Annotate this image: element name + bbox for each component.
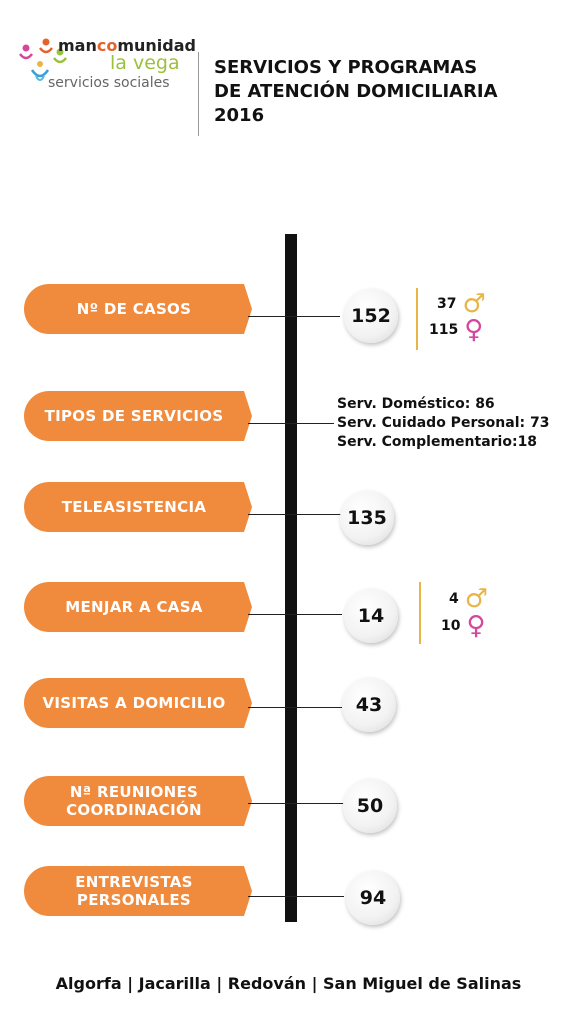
service-complementario: Serv. Complementario:18 bbox=[337, 434, 538, 450]
connector-line bbox=[248, 423, 334, 424]
value-circle-teleasistencia: 135 bbox=[340, 491, 394, 545]
logo-line-2: la vega bbox=[110, 52, 180, 74]
connector-line bbox=[248, 514, 342, 515]
connector-line bbox=[248, 803, 344, 804]
connector-line bbox=[248, 316, 340, 317]
logo-line-1: mancomunidad bbox=[58, 36, 196, 55]
services-breakdown: Serv. Doméstico: 86 Serv. Cuidado Person… bbox=[337, 395, 549, 452]
label-visitas-domicilio: VISITAS A DOMICILIO bbox=[24, 678, 252, 728]
connector-line bbox=[248, 896, 344, 897]
female-symbol-icon: ♀ bbox=[464, 315, 484, 345]
label-num-casos: Nº DE CASOS bbox=[24, 284, 252, 334]
female-symbol-icon: ♀ bbox=[466, 611, 486, 641]
label-menjar-a-casa: MENJAR A CASA bbox=[24, 582, 252, 632]
male-symbol-icon: ♂ bbox=[462, 289, 486, 319]
connector-line bbox=[248, 707, 342, 708]
service-cuidado-personal: Serv. Cuidado Personal: 73 bbox=[337, 415, 550, 431]
timeline-bar bbox=[285, 234, 297, 922]
male-symbol-icon: ♂ bbox=[464, 584, 489, 614]
logo-line-3: servicios sociales bbox=[48, 75, 170, 91]
gender-divider bbox=[416, 288, 418, 350]
label-entrevistas-personales: ENTREVISTAS PERSONALES bbox=[24, 866, 252, 916]
value-circle-visitas: 43 bbox=[342, 678, 396, 732]
footer-municipalities: Algorfa | Jacarilla | Redován | San Migu… bbox=[55, 974, 522, 993]
label-reuniones-coordinacion: Nª REUNIONES COORDINACIÓN bbox=[24, 776, 252, 826]
label-tipos-servicios: TIPOS DE SERVICIOS bbox=[24, 391, 252, 441]
header-divider bbox=[198, 52, 199, 136]
page-title: SERVICIOS Y PROGRAMAS DE ATENCIÓN DOMICI… bbox=[214, 57, 498, 126]
value-circle-casos: 152 bbox=[344, 289, 398, 343]
gender-divider bbox=[419, 582, 421, 644]
female-count-row: 10 ♀ bbox=[441, 611, 486, 641]
male-count-row: 4 ♂ bbox=[449, 584, 489, 614]
male-count-row: 37 ♂ bbox=[437, 289, 486, 319]
value-circle-reuniones: 50 bbox=[343, 779, 397, 833]
female-count-row: 115 ♀ bbox=[429, 315, 484, 345]
mancomunidad-logo-icon bbox=[19, 38, 67, 81]
female-count: 10 bbox=[441, 618, 461, 634]
value-circle-entrevistas: 94 bbox=[346, 871, 400, 925]
male-count: 37 bbox=[437, 296, 457, 312]
female-count: 115 bbox=[429, 322, 459, 338]
male-count: 4 bbox=[449, 591, 459, 607]
value-circle-menjar: 14 bbox=[344, 589, 398, 643]
connector-line bbox=[248, 614, 342, 615]
service-domestico: Serv. Doméstico: 86 bbox=[337, 396, 495, 412]
label-teleasistencia: TELEASISTENCIA bbox=[24, 482, 252, 532]
